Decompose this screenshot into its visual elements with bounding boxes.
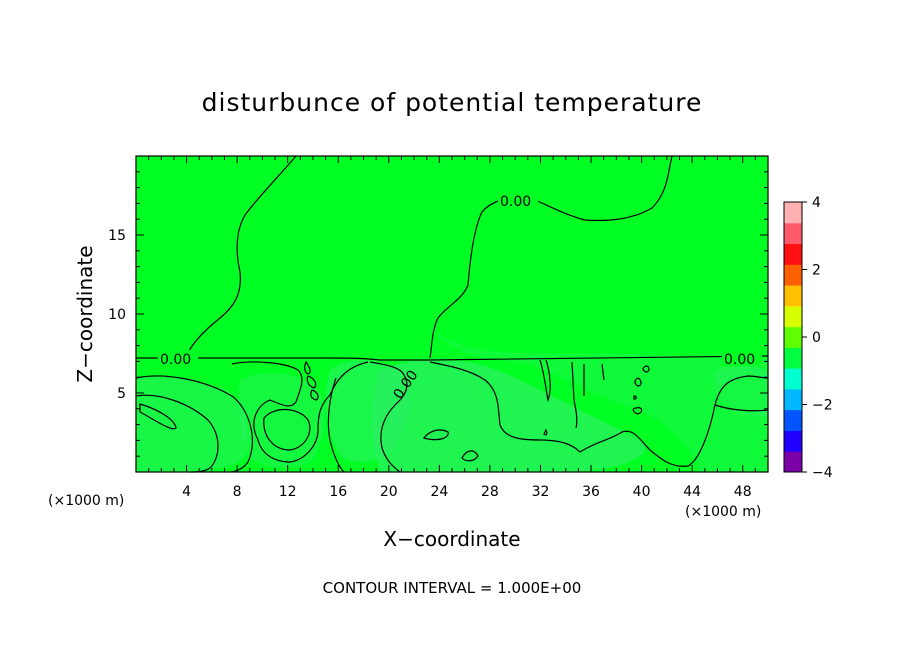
colorbar-tick-label: 2 xyxy=(812,263,821,279)
x-tick-label: 8 xyxy=(233,484,242,500)
colorbar: 4 2 0 −2 −4 xyxy=(783,195,833,481)
colorbar-band xyxy=(784,409,802,431)
contour-line xyxy=(642,365,650,373)
contour-line xyxy=(429,361,581,453)
contour-labels: 0.00 0.00 0.00 0.00 xyxy=(158,192,762,402)
colorbar-bands xyxy=(784,202,802,473)
contour-label-bg xyxy=(158,350,198,366)
x-tick-label: 36 xyxy=(582,484,600,500)
contour-line xyxy=(263,409,311,451)
x-tick-label: 28 xyxy=(481,484,499,500)
contour-line xyxy=(310,389,319,401)
contour-line xyxy=(327,377,345,473)
colorbar-tick-label: 0 xyxy=(812,330,821,346)
disturbance-blob xyxy=(430,325,768,472)
contour-line xyxy=(461,450,479,462)
contour-label-bg xyxy=(722,350,762,366)
contour-line-upper-left xyxy=(136,155,297,359)
contour-line xyxy=(304,360,311,375)
contour-label: 0.00 xyxy=(500,194,531,210)
contour-line xyxy=(539,359,551,403)
contour-line xyxy=(369,361,408,473)
y-tick-label: 15 xyxy=(108,228,126,244)
contour-line xyxy=(139,403,177,430)
contour-line-0-level xyxy=(186,355,769,361)
x-tick-label: 24 xyxy=(430,484,448,500)
y-axis: 5 10 15 xyxy=(108,171,768,457)
contour-line xyxy=(579,375,769,467)
colorbar-band xyxy=(784,264,802,286)
x-tick-label: 40 xyxy=(633,484,651,500)
contour-line xyxy=(633,395,637,400)
colorbar-tick-label: −2 xyxy=(812,398,833,414)
contour-label: 0.00 xyxy=(724,352,755,368)
x-tick-label: 48 xyxy=(734,484,752,500)
colorbar-band xyxy=(784,243,802,265)
contour-line xyxy=(634,377,642,387)
y-axis-label: Z−coordinate xyxy=(73,245,97,382)
contour-line xyxy=(632,407,643,415)
colorbar-tick-label: 4 xyxy=(812,195,821,211)
x-axis-label: X−coordinate xyxy=(383,527,520,551)
colorbar-band xyxy=(784,347,802,369)
x-tick-label: 20 xyxy=(380,484,398,500)
x-axis: 4 8 12 16 20 24 28 32 36 40 44 48 xyxy=(148,156,756,500)
contour-interval-note: CONTOUR INTERVAL = 1.000E+00 xyxy=(323,579,582,597)
contour-label: 0.00 xyxy=(160,352,191,368)
chart-title: disturbunce of potential temperature xyxy=(202,88,703,117)
x-tick-label: 32 xyxy=(532,484,550,500)
colorbar-ticks: 4 2 0 −2 −4 xyxy=(802,195,833,481)
x-unit-left: (×1000 m) xyxy=(48,493,124,509)
contour-line xyxy=(714,404,769,412)
contour-line xyxy=(601,363,605,381)
colorbar-band xyxy=(784,368,802,390)
y-tick-label: 5 xyxy=(117,386,126,402)
x-tick-label: 12 xyxy=(279,484,297,500)
x-tick-label: 4 xyxy=(182,484,191,500)
colorbar-band xyxy=(784,202,802,224)
colorbar-band xyxy=(784,326,802,348)
disturbance-region xyxy=(136,325,768,472)
contour-line xyxy=(306,375,317,389)
colorbar-band xyxy=(784,305,802,328)
colorbar-band xyxy=(784,451,802,473)
colorbar-band xyxy=(784,222,802,245)
x-tick-label: 44 xyxy=(683,484,701,500)
colorbar-tick-label: −4 xyxy=(812,465,833,481)
x-unit-right: (×1000 m) xyxy=(685,504,761,520)
contour-line xyxy=(231,361,369,463)
disturbance-blob xyxy=(136,376,247,472)
colorbar-band xyxy=(784,430,802,452)
disturbance-blob xyxy=(372,359,646,472)
contour-line xyxy=(135,375,253,473)
contour-line xyxy=(422,429,449,441)
contour-label-bg xyxy=(498,192,538,208)
contour-line xyxy=(543,428,548,436)
y-tick-label: 10 xyxy=(108,307,126,323)
contour-line xyxy=(571,361,578,429)
colorbar-band xyxy=(784,285,802,307)
colorbar-band xyxy=(784,388,802,411)
disturbance-blob xyxy=(715,365,768,417)
x-tick-label: 16 xyxy=(329,484,347,500)
